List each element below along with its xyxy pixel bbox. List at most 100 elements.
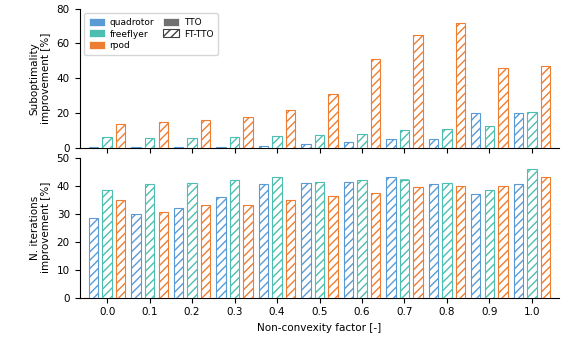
- Bar: [174, 147, 183, 148]
- Bar: [344, 142, 353, 148]
- Bar: [230, 193, 239, 298]
- Bar: [259, 184, 268, 298]
- Bar: [286, 110, 295, 148]
- Bar: [158, 133, 168, 148]
- Bar: [386, 143, 395, 148]
- Bar: [187, 139, 197, 148]
- Bar: [230, 180, 239, 298]
- Bar: [286, 200, 295, 298]
- Bar: [131, 214, 141, 298]
- Bar: [116, 134, 126, 148]
- Bar: [386, 177, 395, 298]
- Bar: [174, 208, 183, 298]
- Bar: [145, 198, 154, 298]
- Bar: [527, 169, 537, 298]
- Bar: [400, 180, 409, 298]
- Bar: [513, 186, 523, 298]
- Bar: [527, 113, 537, 148]
- Bar: [216, 239, 225, 298]
- Bar: [513, 113, 523, 148]
- Bar: [230, 137, 239, 148]
- Bar: [527, 200, 537, 298]
- Bar: [456, 70, 465, 148]
- Bar: [442, 129, 452, 148]
- Bar: [541, 206, 550, 298]
- Bar: [429, 184, 438, 298]
- Bar: [400, 179, 409, 298]
- Bar: [357, 180, 367, 298]
- Bar: [116, 200, 126, 298]
- Bar: [386, 140, 395, 148]
- Bar: [371, 97, 380, 148]
- Bar: [344, 219, 353, 298]
- Bar: [286, 131, 295, 148]
- Bar: [244, 206, 253, 298]
- Bar: [315, 183, 324, 298]
- Bar: [230, 139, 239, 148]
- Bar: [429, 197, 438, 298]
- Bar: [386, 214, 395, 298]
- Bar: [201, 215, 210, 298]
- Bar: [442, 183, 452, 298]
- Bar: [328, 196, 338, 298]
- Bar: [541, 66, 550, 148]
- Bar: [187, 197, 197, 298]
- Bar: [201, 206, 210, 298]
- Bar: [244, 117, 253, 148]
- Bar: [158, 225, 168, 298]
- Bar: [315, 182, 324, 298]
- Bar: [498, 192, 508, 298]
- Bar: [328, 94, 338, 148]
- Y-axis label: Suboptimality
improvement [%]: Suboptimality improvement [%]: [30, 33, 51, 124]
- Bar: [301, 146, 311, 148]
- Bar: [471, 194, 481, 298]
- Bar: [187, 138, 197, 148]
- Bar: [414, 187, 423, 298]
- Bar: [456, 186, 465, 298]
- Bar: [485, 190, 494, 298]
- Bar: [89, 147, 98, 148]
- Bar: [131, 147, 141, 148]
- Bar: [116, 256, 126, 298]
- Bar: [174, 256, 183, 298]
- Legend: quadrotor, freeflyer, rpod, TTO, FT-TTO: quadrotor, freeflyer, rpod, TTO, FT-TTO: [84, 13, 218, 55]
- Bar: [201, 132, 210, 148]
- Bar: [429, 140, 438, 148]
- Bar: [471, 129, 481, 148]
- Bar: [272, 177, 282, 298]
- Bar: [527, 113, 537, 148]
- Bar: [400, 132, 409, 148]
- Bar: [158, 122, 168, 148]
- Bar: [371, 193, 380, 298]
- Bar: [145, 139, 154, 148]
- Bar: [301, 183, 311, 298]
- Bar: [456, 186, 465, 298]
- Bar: [216, 197, 225, 298]
- Bar: [541, 113, 550, 148]
- Bar: [259, 224, 268, 298]
- Bar: [371, 59, 380, 148]
- Bar: [456, 23, 465, 148]
- Bar: [116, 124, 126, 148]
- Bar: [187, 183, 197, 298]
- Bar: [485, 193, 494, 298]
- Bar: [301, 144, 311, 148]
- Bar: [442, 131, 452, 148]
- Bar: [272, 186, 282, 298]
- Bar: [201, 120, 210, 148]
- Bar: [357, 136, 367, 148]
- Bar: [485, 127, 494, 148]
- Bar: [301, 222, 311, 298]
- Bar: [541, 177, 550, 298]
- Bar: [286, 200, 295, 298]
- Bar: [513, 184, 523, 298]
- Bar: [414, 211, 423, 298]
- Bar: [158, 212, 168, 298]
- Bar: [344, 182, 353, 298]
- Bar: [498, 113, 508, 148]
- Bar: [315, 135, 324, 148]
- Bar: [414, 80, 423, 148]
- Bar: [102, 202, 112, 298]
- Bar: [145, 138, 154, 148]
- Bar: [357, 182, 367, 298]
